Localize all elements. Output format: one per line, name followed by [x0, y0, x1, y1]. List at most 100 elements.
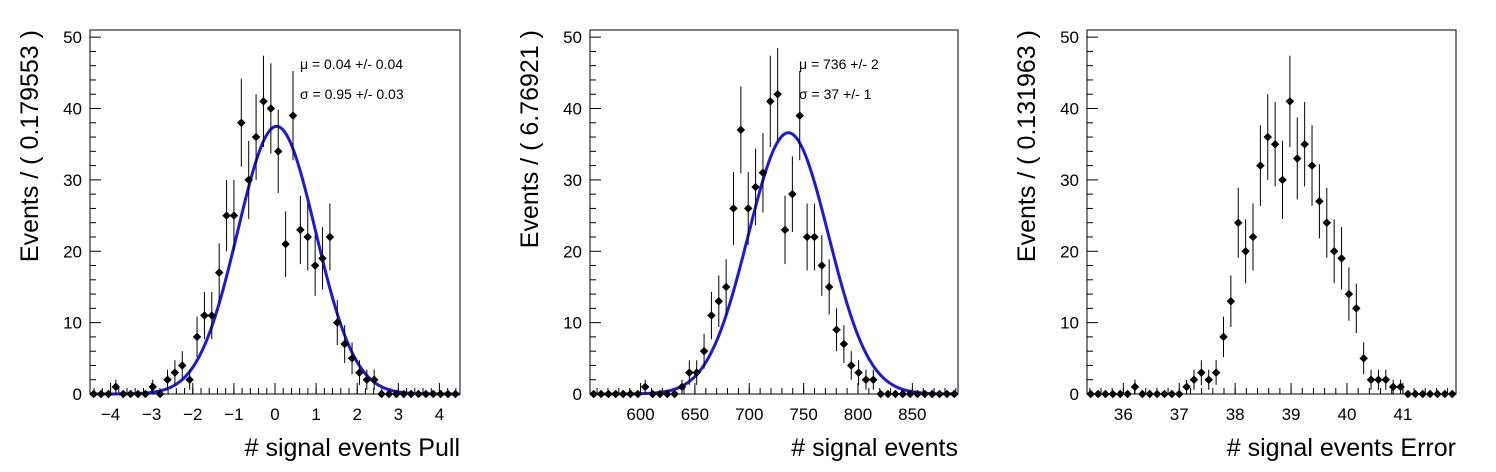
x-axis-label: # signal events Error — [1227, 434, 1456, 462]
data-point — [1315, 197, 1324, 206]
data-point — [281, 239, 290, 249]
data-point — [1293, 154, 1302, 163]
y-tick-label: 30 — [1060, 171, 1079, 190]
data-point — [310, 261, 320, 270]
x-tick-label: −2 — [183, 405, 202, 424]
x-tick-label: 700 — [735, 405, 763, 424]
x-tick-label: 37 — [1170, 405, 1189, 424]
data-point — [1226, 296, 1236, 306]
data-point — [692, 368, 701, 377]
data-point — [355, 368, 364, 377]
data-point — [118, 389, 128, 399]
data-point — [303, 232, 313, 242]
data-point — [832, 325, 841, 335]
data-point — [185, 375, 194, 384]
plot-frame — [589, 29, 959, 395]
data-point — [1403, 389, 1413, 399]
data-point — [237, 118, 246, 128]
y-tick-label: 0 — [573, 385, 582, 404]
data-point — [1108, 389, 1118, 399]
data-point — [111, 382, 121, 392]
data-point — [1248, 232, 1258, 242]
x-tick-label: 41 — [1393, 405, 1412, 424]
data-point — [340, 339, 349, 349]
data-point — [839, 339, 849, 349]
y-tick-label: 40 — [1060, 100, 1079, 119]
data-point — [296, 225, 305, 235]
data-point — [1388, 382, 1398, 392]
data-point — [222, 211, 231, 220]
data-point — [443, 389, 453, 399]
data-point — [1337, 254, 1346, 263]
data-point — [1425, 389, 1435, 399]
data-point — [1366, 375, 1376, 384]
x-tick-label: 40 — [1338, 405, 1357, 424]
data-point — [1352, 304, 1361, 313]
data-point — [861, 375, 871, 384]
data-point — [1396, 382, 1405, 392]
data-point — [1115, 389, 1125, 399]
data-point — [743, 204, 753, 213]
data-point — [780, 225, 790, 235]
data-point — [604, 389, 613, 399]
data-point — [163, 375, 172, 384]
data-point — [214, 268, 224, 277]
data-point — [766, 97, 775, 106]
data-point — [266, 104, 276, 113]
x-tick-label: −1 — [224, 405, 243, 424]
data-point — [1211, 368, 1221, 377]
data-point — [1256, 161, 1265, 170]
x-axis-label: # signal events Pull — [245, 434, 460, 462]
data-point — [589, 389, 598, 399]
data-point — [1433, 389, 1442, 399]
data-point — [677, 382, 687, 392]
data-point — [905, 389, 915, 399]
data-point — [854, 368, 863, 377]
x-tick-label: 600 — [626, 405, 654, 424]
data-point — [384, 389, 394, 399]
data-point — [1374, 375, 1383, 384]
data-point — [685, 368, 694, 377]
y-tick-label: 20 — [63, 242, 82, 261]
data-point — [648, 389, 657, 399]
y-axis-label: Events / ( 6.76921 ) — [516, 30, 544, 248]
data-point — [1359, 354, 1368, 363]
plot-frame — [89, 29, 461, 395]
data-point — [1174, 389, 1184, 399]
y-tick-label: 50 — [563, 28, 582, 47]
x-tick-label: 39 — [1282, 405, 1301, 424]
data-point — [1152, 389, 1162, 399]
data-point — [192, 332, 202, 342]
gaussian-fit-curve — [590, 131, 958, 396]
data-point — [1418, 389, 1427, 399]
fit-sigma-label: σ = 37 +/- 1 — [799, 86, 872, 102]
data-point — [1219, 332, 1228, 342]
data-point — [406, 389, 416, 399]
data-point — [436, 389, 445, 399]
y-tick-label: 30 — [63, 171, 82, 190]
data-point — [1234, 218, 1243, 227]
data-point — [898, 389, 908, 399]
data-point — [288, 111, 298, 120]
data-point — [1167, 389, 1177, 399]
data-point — [244, 175, 253, 185]
data-point — [618, 389, 628, 399]
data-point — [1307, 161, 1317, 170]
data-point — [611, 389, 620, 399]
y-tick-label: 50 — [1060, 28, 1079, 47]
data-point — [104, 389, 113, 399]
data-point — [1145, 389, 1154, 399]
data-point — [207, 311, 217, 320]
data-point — [847, 361, 856, 370]
data-point — [729, 204, 738, 213]
y-axis-label: Events / ( 0.131963 ) — [1013, 30, 1041, 262]
data-point — [802, 232, 812, 242]
data-point — [1322, 218, 1332, 227]
data-point — [655, 389, 665, 399]
data-point — [421, 389, 431, 399]
data-point — [1197, 368, 1206, 377]
data-point — [347, 354, 357, 363]
data-point — [633, 389, 643, 399]
